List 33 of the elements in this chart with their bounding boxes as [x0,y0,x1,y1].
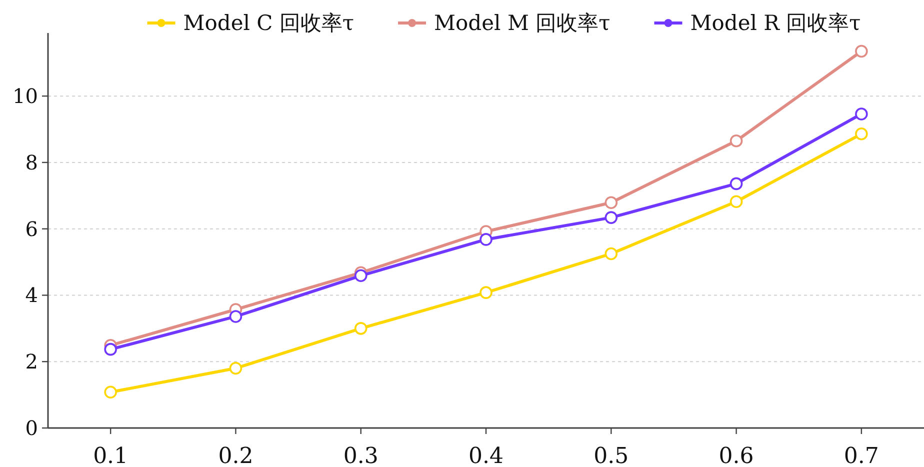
point [104,342,117,356]
x-tick-label: 0.3 [343,444,378,467]
legend-label: Model M 回收率τ [434,11,610,35]
legend-label: Model R 回收率τ [690,11,861,35]
y-tick-label: 6 [25,216,38,241]
y-tick-label: 0 [25,416,38,440]
y-tick-label: 2 [25,350,38,374]
point [730,177,743,190]
x-tick-label: 0.2 [218,444,254,467]
point [855,108,868,120]
x-tick-label: 0.4 [468,444,504,467]
point [480,286,492,299]
point [855,44,868,58]
x-tick-label: 0.1 [93,444,128,467]
x-tick-label: 0.6 [718,444,754,467]
point [604,196,618,210]
point [855,128,868,140]
point [604,247,618,260]
point [229,310,242,323]
point [730,134,743,148]
point [480,233,492,246]
legend-label: Model C 回收率τ [183,11,354,35]
point [730,195,743,208]
point [229,362,242,375]
point [354,322,368,335]
y-tick-label: 10 [12,84,38,108]
y-tick-label: 8 [25,150,38,174]
x-tick-label: 0.5 [594,444,629,467]
point [354,269,368,282]
point [604,211,618,224]
point [104,386,117,399]
y-tick-label: 4 [25,283,38,308]
x-tick-label: 0.7 [844,444,879,467]
